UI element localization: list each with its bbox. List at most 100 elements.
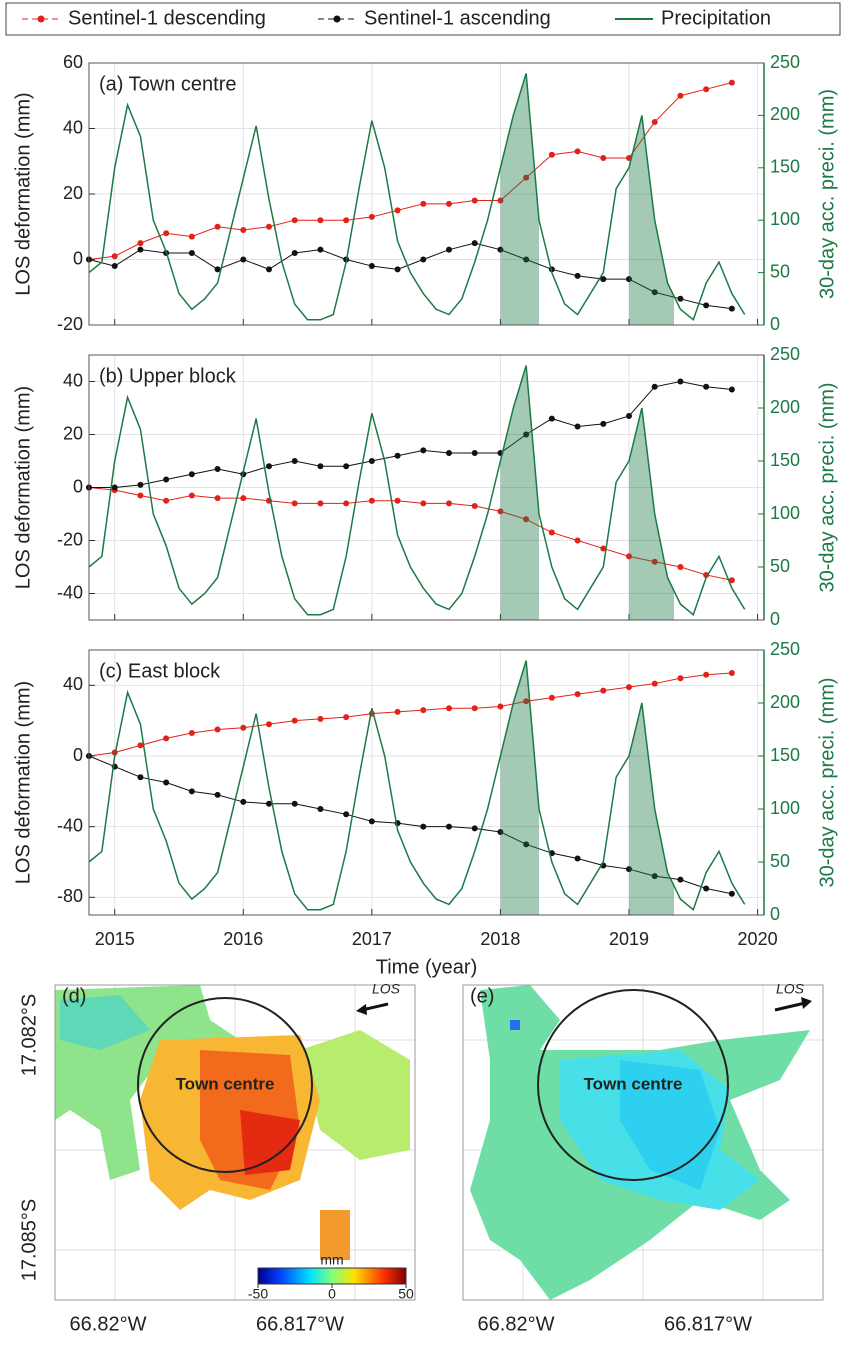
data-point	[343, 500, 350, 507]
y-tick-label: 20	[63, 183, 83, 203]
data-point	[677, 295, 684, 302]
colorbar-tick-label: 50	[398, 1286, 414, 1302]
data-point	[214, 465, 221, 472]
data-point	[703, 671, 710, 678]
chart-title: (b) Upper block	[99, 365, 237, 387]
data-point	[240, 256, 247, 263]
y-tick-label: 0	[73, 476, 83, 496]
circle-label: Town centre	[176, 1074, 275, 1093]
data-point	[446, 246, 452, 253]
chart-title: (c) East block	[99, 660, 221, 682]
lon-tick: 66.817°W	[256, 1313, 344, 1335]
y2-tick-label: 100	[770, 503, 800, 523]
lon-tick: 66.82°W	[478, 1313, 555, 1335]
data-point	[651, 873, 658, 880]
legend-marker	[37, 15, 45, 23]
data-point	[471, 825, 478, 832]
data-point	[548, 151, 555, 158]
y-tick-label: -20	[57, 529, 83, 549]
data-point	[368, 458, 375, 464]
data-point	[728, 890, 735, 897]
y2-tick-label: 0	[770, 314, 780, 334]
data-point	[137, 246, 144, 253]
data-point	[368, 213, 375, 220]
legend-marker	[333, 15, 341, 23]
y2-tick-label: 200	[770, 692, 800, 712]
data-point	[291, 217, 298, 224]
y-tick-label: 40	[63, 117, 83, 137]
data-point	[394, 266, 401, 273]
data-point	[626, 866, 632, 873]
x-axis-label: Time (year)	[376, 956, 477, 978]
lon-tick: 66.82°W	[70, 1313, 147, 1335]
data-point	[317, 500, 324, 507]
y2-tick-label: 150	[770, 157, 800, 177]
data-point	[240, 724, 247, 731]
y2-tick-label: 250	[770, 344, 800, 364]
data-point	[677, 378, 684, 385]
y-tick-label: 40	[63, 370, 83, 390]
data-point	[137, 240, 144, 247]
data-point	[394, 207, 401, 214]
town-circle	[137, 997, 313, 1173]
data-point	[291, 800, 298, 807]
data-point	[728, 669, 735, 676]
y2-tick-label: 150	[770, 450, 800, 470]
y2-tick-label: 0	[770, 609, 780, 629]
data-point	[600, 276, 607, 283]
colorbar-tick-label: -50	[248, 1286, 268, 1302]
data-point	[343, 714, 350, 721]
data-point	[240, 798, 247, 805]
y2-tick-label: 100	[770, 209, 800, 229]
data-point	[626, 553, 632, 560]
y-axis-label: LOS deformation (mm)	[12, 92, 34, 295]
data-point	[163, 735, 170, 742]
data-point	[214, 223, 221, 230]
data-point	[600, 420, 607, 427]
y2-axis-label: 30-day acc. preci. (mm)	[816, 677, 838, 887]
deformation-line	[88, 755, 732, 895]
data-point	[266, 223, 272, 230]
data-point	[137, 774, 144, 781]
x-tick-label: 2015	[95, 929, 135, 949]
data-point	[163, 476, 170, 483]
data-point	[420, 823, 427, 830]
shaded-period	[500, 73, 539, 325]
data-point	[574, 148, 581, 155]
data-point	[188, 471, 195, 478]
data-point	[188, 492, 195, 499]
circle-label: Town centre	[584, 1074, 683, 1093]
los-arrowhead	[801, 997, 812, 1009]
data-point	[188, 233, 195, 240]
data-point	[240, 495, 247, 502]
data-point	[626, 276, 632, 283]
data-point	[291, 458, 298, 464]
y-axis-label: LOS deformation (mm)	[12, 681, 34, 884]
panel-label: (d)	[62, 985, 86, 1007]
y-tick-label: 0	[73, 248, 83, 268]
data-point	[548, 694, 555, 701]
data-point	[548, 415, 555, 422]
data-point	[317, 217, 324, 224]
data-point	[626, 684, 632, 691]
data-point	[703, 383, 710, 390]
data-point	[626, 412, 632, 419]
data-point	[214, 726, 221, 733]
data-point	[497, 703, 504, 710]
x-tick-label: 2017	[352, 929, 392, 949]
data-point	[497, 508, 504, 515]
data-point	[703, 86, 710, 93]
data-point	[677, 92, 684, 99]
lat-tick: 17.085°S	[18, 1199, 40, 1282]
y2-axis-label: 30-day acc. preci. (mm)	[816, 89, 838, 299]
data-point	[420, 447, 427, 454]
data-point	[111, 253, 118, 260]
data-point	[677, 876, 684, 883]
data-point	[394, 497, 401, 504]
data-point	[317, 246, 324, 253]
data-point	[188, 730, 195, 737]
data-point	[266, 800, 272, 807]
data-point	[317, 806, 324, 812]
data-point	[266, 266, 272, 273]
